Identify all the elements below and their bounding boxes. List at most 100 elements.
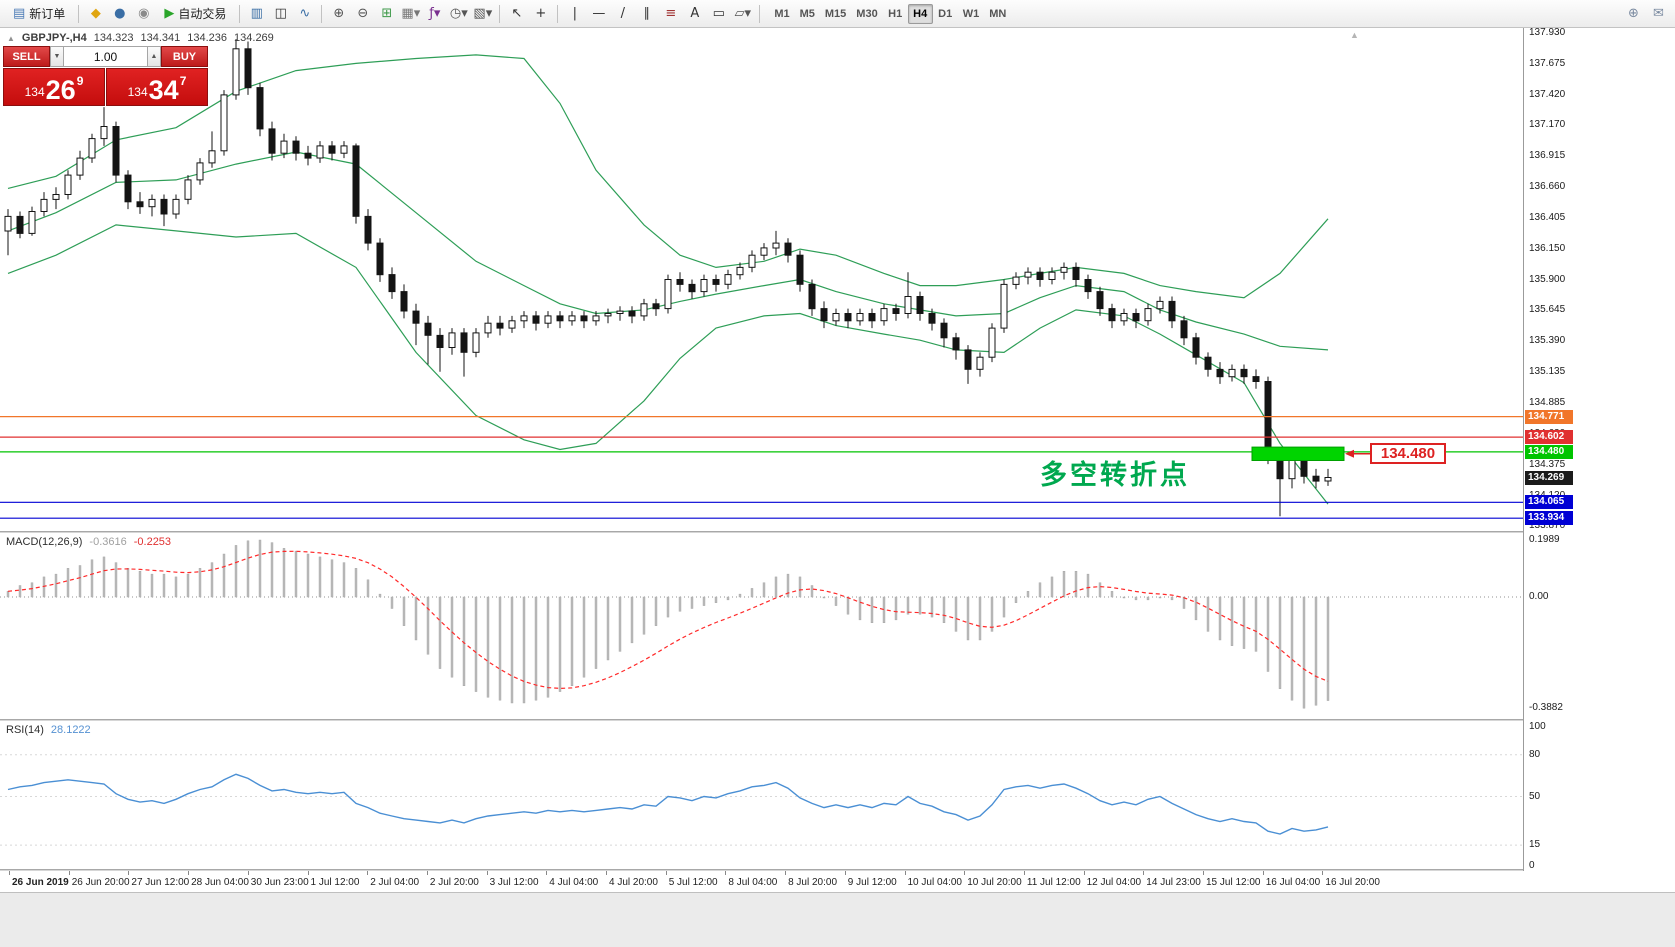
mql5-community-icon[interactable]: ◆ bbox=[84, 3, 107, 25]
price-axis[interactable]: 137.930 137.675 137.420 137.170 136.915 136.6… bbox=[1523, 27, 1675, 871]
panel-divider[interactable] bbox=[0, 869, 1675, 871]
tile-windows-icon[interactable]: ⊞ bbox=[375, 3, 398, 25]
chart-annotation-text[interactable]: 多空转折点 bbox=[1040, 460, 1190, 490]
price-tick: 135.135 bbox=[1529, 366, 1566, 378]
macd-bar bbox=[930, 596, 934, 618]
timeframe-d1-button[interactable]: D1 bbox=[933, 4, 958, 24]
zoom-out-icon[interactable]: ⊖ bbox=[351, 3, 374, 25]
templates-icon[interactable]: ▧▾ bbox=[471, 3, 494, 25]
timeframe-h4-button[interactable]: H4 bbox=[907, 3, 933, 24]
timeframe-m1-button[interactable]: M1 bbox=[769, 4, 794, 24]
macd-bar bbox=[6, 591, 10, 598]
auto-arrange-icon[interactable]: ▦▾ bbox=[399, 3, 422, 25]
messages-icon[interactable]: ◉ bbox=[132, 3, 155, 25]
horizontal-line-tool-icon[interactable]: — bbox=[587, 3, 610, 25]
macd-bar bbox=[990, 596, 994, 632]
macd-bar bbox=[570, 596, 574, 687]
candle-body bbox=[16, 215, 24, 234]
timeframe-m15-button[interactable]: M15 bbox=[820, 4, 851, 24]
time-label: 8 Jul 20:00 bbox=[788, 877, 838, 888]
macd-bar bbox=[1038, 582, 1042, 598]
cursor-tool-icon[interactable]: ↖ bbox=[505, 3, 528, 25]
macd-bar bbox=[750, 588, 754, 598]
time-tick-mark bbox=[964, 871, 966, 875]
panel-divider[interactable] bbox=[0, 531, 1675, 533]
buy-button[interactable]: BUY bbox=[161, 46, 208, 67]
macd-bar bbox=[978, 596, 982, 641]
crosshair-tool-icon[interactable]: + bbox=[529, 3, 552, 25]
time-tick-mark bbox=[188, 871, 190, 875]
toolbar-separator bbox=[557, 4, 559, 23]
panel-divider[interactable] bbox=[0, 719, 1675, 721]
time-tick-mark bbox=[247, 871, 249, 875]
macd-bar bbox=[654, 596, 658, 626]
text-label-tool-icon[interactable]: ▭ bbox=[707, 3, 730, 25]
time-label: 26 Jun 2019 bbox=[12, 877, 69, 888]
macd-bar bbox=[198, 568, 202, 598]
rsi-panel[interactable]: RSI(14) 28.1222 bbox=[0, 721, 1523, 869]
zoom-in-icon[interactable]: ⊕ bbox=[327, 3, 350, 25]
macd-bar bbox=[1026, 591, 1030, 598]
fibonacci-tool-icon[interactable]: ≡ bbox=[659, 3, 682, 25]
macd-bar bbox=[618, 596, 622, 652]
user-profile-icon[interactable]: ● bbox=[108, 3, 131, 25]
candle-body bbox=[1216, 368, 1224, 378]
time-axis[interactable]: 26 Jun 2019 26 Jun 20:00 27 Jun 12:00 28 Ju… bbox=[0, 871, 1675, 892]
candle-body bbox=[400, 291, 408, 312]
macd-bar bbox=[402, 596, 406, 626]
volume-down-button[interactable]: ▼ bbox=[50, 46, 64, 67]
candlestick-mode-icon[interactable]: ◫ bbox=[269, 3, 292, 25]
bar-chart-mode-icon[interactable]: ▥ bbox=[245, 3, 268, 25]
buy-price-button[interactable]: 134 34 7 bbox=[106, 68, 208, 106]
price-tick: 135.645 bbox=[1529, 304, 1566, 316]
candle-body bbox=[904, 296, 912, 314]
time-tick-mark bbox=[785, 871, 787, 875]
sell-price-button[interactable]: 134 26 9 bbox=[3, 68, 105, 106]
timeframe-m5-button[interactable]: M5 bbox=[795, 4, 820, 24]
candle-body bbox=[136, 201, 144, 208]
macd-bar bbox=[1158, 596, 1162, 599]
candle-body bbox=[1120, 313, 1128, 322]
sell-button[interactable]: SELL bbox=[3, 46, 50, 67]
price-tick: 137.170 bbox=[1529, 119, 1566, 131]
time-tick-mark bbox=[1262, 871, 1264, 875]
macd-bar bbox=[78, 565, 82, 598]
timeframe-m30-button[interactable]: M30 bbox=[851, 4, 882, 24]
indicators-icon[interactable]: ƒ▾ bbox=[423, 3, 446, 25]
price-callout-label[interactable]: 134.480 bbox=[1370, 442, 1446, 464]
candle-body bbox=[1072, 266, 1080, 280]
candle-body bbox=[640, 303, 648, 317]
timeframe-mn-button[interactable]: MN bbox=[984, 4, 1011, 24]
highlight-rectangle[interactable] bbox=[1251, 446, 1345, 462]
volume-up-button[interactable]: ▲ bbox=[147, 46, 161, 67]
quick-search-icon[interactable]: ⊕ bbox=[1622, 3, 1645, 25]
price-chart[interactable]: ▲ GBPJPY-,H4 134.323 134.341 134.236 134… bbox=[0, 30, 1523, 531]
auto-trading-button[interactable]: ▶ 自动交易 bbox=[156, 3, 234, 25]
timeframe-w1-button[interactable]: W1 bbox=[958, 4, 985, 24]
macd-bar bbox=[858, 596, 862, 621]
candle-body bbox=[4, 215, 12, 232]
text-tool-icon[interactable]: A bbox=[683, 3, 706, 25]
line-chart-mode-icon[interactable]: ∿ bbox=[293, 3, 316, 25]
trade-panel-toggle-icon[interactable]: ▲ bbox=[7, 33, 15, 43]
periods-icon[interactable]: ◷▾ bbox=[447, 3, 470, 25]
mailbox-icon[interactable]: ✉ bbox=[1647, 3, 1670, 25]
macd-panel[interactable]: MACD(12,26,9) -0.3616 -0.2253 bbox=[0, 533, 1523, 719]
autoscroll-icon[interactable]: ▲ bbox=[1350, 30, 1359, 40]
volume-input[interactable]: 1.00 bbox=[64, 46, 147, 67]
macd-bar bbox=[342, 562, 346, 598]
macd-axis-label: 0.00 bbox=[1529, 591, 1549, 602]
candle-body bbox=[352, 145, 360, 217]
new-order-button[interactable]: ▤ 新订单 bbox=[5, 3, 73, 25]
trendline-tool-icon[interactable]: / bbox=[611, 3, 634, 25]
vertical-line-tool-icon[interactable]: | bbox=[563, 3, 586, 25]
candle-body bbox=[616, 310, 624, 315]
price-tick: 136.915 bbox=[1529, 150, 1566, 162]
macd-bar bbox=[390, 596, 394, 609]
timeframe-h1-button[interactable]: H1 bbox=[883, 4, 908, 24]
channel-tool-icon[interactable]: ∥ bbox=[635, 3, 658, 25]
shapes-icon[interactable]: ▱▾ bbox=[731, 3, 754, 25]
time-tick-mark bbox=[1083, 871, 1085, 875]
candle-body bbox=[100, 126, 108, 140]
rsi-value: 28.1222 bbox=[50, 724, 91, 736]
